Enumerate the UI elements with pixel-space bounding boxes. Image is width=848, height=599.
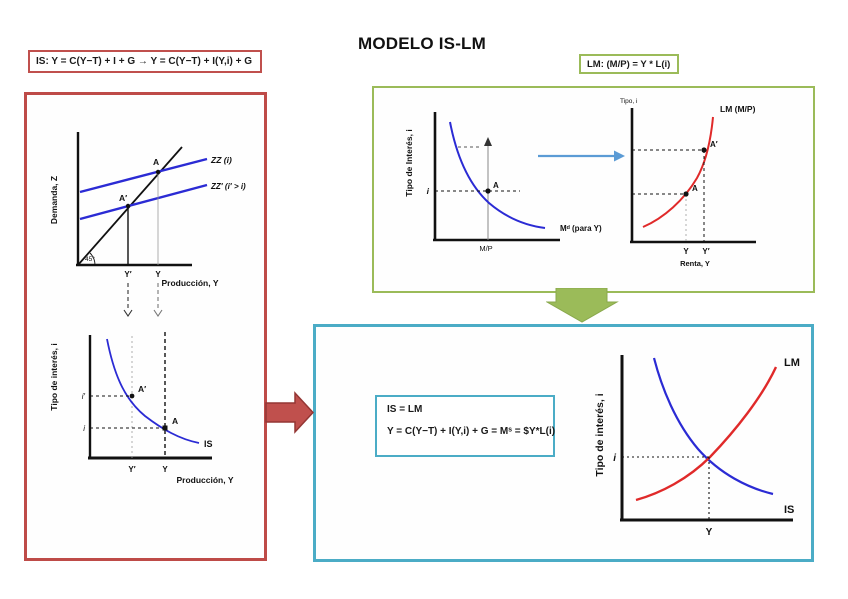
is-curve	[106, 338, 200, 444]
blue-arrowhead-icon	[614, 150, 625, 162]
zz-chart: 45° ZZ (i) ZZ′ (i′ > i) A A′ Y′ Y Demand…	[49, 132, 246, 288]
lm-label: LM	[784, 357, 800, 369]
tick-y: Y	[162, 465, 168, 474]
is-formula-box: IS: Y = C(Y−T) + I + G → Y = C(Y−T) + I(…	[28, 50, 262, 73]
point-a	[162, 425, 168, 431]
lm-chart: Tipo, i LM (M/P) A A′ Y Y′ Renta, Y	[620, 98, 756, 268]
zz-x-axis-label: Producción, Y	[162, 278, 219, 288]
zz-y-axis-label: Demanda, Z	[49, 176, 59, 224]
tick-i-prime: i′	[82, 392, 86, 401]
is-derivation-charts: 45° ZZ (i) ZZ′ (i′ > i) A A′ Y′ Y Demand…	[49, 132, 246, 485]
tick-y-prime: Y′	[128, 465, 135, 474]
point-a-label: A	[493, 181, 499, 190]
equilibrium-chart: i Y LM IS Tipo de interés, i	[594, 355, 800, 538]
zz-prime-label: ZZ′ (i′ > i)	[210, 182, 246, 191]
page-title: MODELO IS-LM	[358, 34, 486, 53]
point-a-label: A	[153, 157, 159, 167]
money-demand-curve	[449, 121, 546, 229]
is-derivation-panel: 45° ZZ (i) ZZ′ (i′ > i) A A′ Y′ Y Demand…	[24, 92, 267, 561]
eq-lm-curve	[635, 366, 778, 502]
lm-derivation-panel: Mᵈ (para Y) A i M/P Tipo de Interés, i T…	[372, 86, 815, 293]
zz-tick-y-prime: Y′	[124, 270, 131, 279]
is-y-axis-label: Tipo de interés, i	[49, 343, 59, 410]
money-y-axis-label: Tipo de Interés, i	[404, 129, 414, 196]
lm-x-axis-label: Renta, Y	[680, 259, 710, 268]
eq-is-curve	[652, 357, 774, 496]
point-a	[683, 191, 689, 197]
point-a-label: A	[172, 416, 178, 426]
angle-label: 45°	[85, 255, 95, 263]
is-chart: IS A′ A i′ i Y′ Y Tipo de interés, i Pro…	[49, 332, 234, 485]
lm-y-axis-top-label: Tipo, i	[620, 98, 637, 105]
point-a-prime-label: A′	[138, 384, 146, 394]
tick-y: Y	[683, 247, 689, 256]
blue-arrow-right	[538, 150, 625, 162]
point-a-prime	[125, 203, 131, 209]
tick-y-prime: Y′	[702, 247, 709, 256]
chart-connector-arrows	[123, 283, 163, 317]
is-curve-label: IS	[204, 439, 213, 449]
tick-i: i	[427, 186, 430, 196]
lm-formula-box: LM: (M/P) = Y * L(i)	[579, 54, 679, 74]
zz-curve	[79, 157, 208, 194]
point-a-prime	[701, 147, 707, 153]
tick-mp: M/P	[479, 244, 492, 253]
45-degree-arc	[89, 252, 96, 266]
down-arrowhead-y-icon	[153, 309, 163, 317]
green-block-arrow-down-icon	[546, 288, 619, 323]
tick-y: Y	[706, 527, 713, 538]
islm-chart: i Y LM IS Tipo de interés, i	[594, 355, 800, 538]
lm-curve-label: LM (M/P)	[720, 104, 756, 114]
zz-tick-y: Y	[155, 270, 161, 279]
lm-derivation-charts: Mᵈ (para Y) A i M/P Tipo de Interés, i T…	[404, 98, 756, 268]
point-a-prime-label: A′	[710, 140, 718, 149]
eq-y-axis-label: Tipo de interés, i	[594, 393, 606, 476]
islm-formula-line1: IS = LM	[387, 404, 423, 415]
money-demand-label: Mᵈ (para Y)	[560, 224, 602, 233]
islm-formula-line2: Y = C(Y−T) + I(Y,i) + G = Mˢ = $Y*L(i)	[387, 426, 556, 437]
is-formula-text: IS: Y = C(Y−T) + I + G → Y = C(Y−T) + I(…	[36, 56, 253, 67]
tick-i: i	[613, 453, 616, 464]
islm-formula-box: IS = LM Y = C(Y−T) + I(Y,i) + G = Mˢ = $…	[375, 395, 555, 457]
money-market-chart: Mᵈ (para Y) A i M/P Tipo de Interés, i	[404, 112, 602, 253]
lm-curve	[642, 116, 714, 228]
point-a	[485, 188, 491, 194]
is-label: IS	[784, 504, 794, 516]
lm-formula-text: LM: (M/P) = Y * L(i)	[587, 58, 671, 70]
is-x-axis-label: Producción, Y	[177, 475, 234, 485]
zz-label: ZZ (i)	[210, 155, 232, 165]
point-a	[155, 169, 161, 175]
point-a-prime	[129, 393, 135, 399]
up-arrowhead-icon	[484, 137, 492, 146]
islm-equilibrium-panel: IS = LM Y = C(Y−T) + I(Y,i) + G = Mˢ = $…	[313, 324, 814, 562]
down-arrowhead-y-prime-icon	[123, 309, 133, 317]
tick-i: i	[83, 424, 85, 433]
zz-prime-curve	[79, 183, 208, 221]
point-a-prime-label: A′	[119, 193, 127, 203]
point-a-label: A	[692, 184, 698, 193]
red-block-arrow-right-icon	[265, 391, 315, 434]
